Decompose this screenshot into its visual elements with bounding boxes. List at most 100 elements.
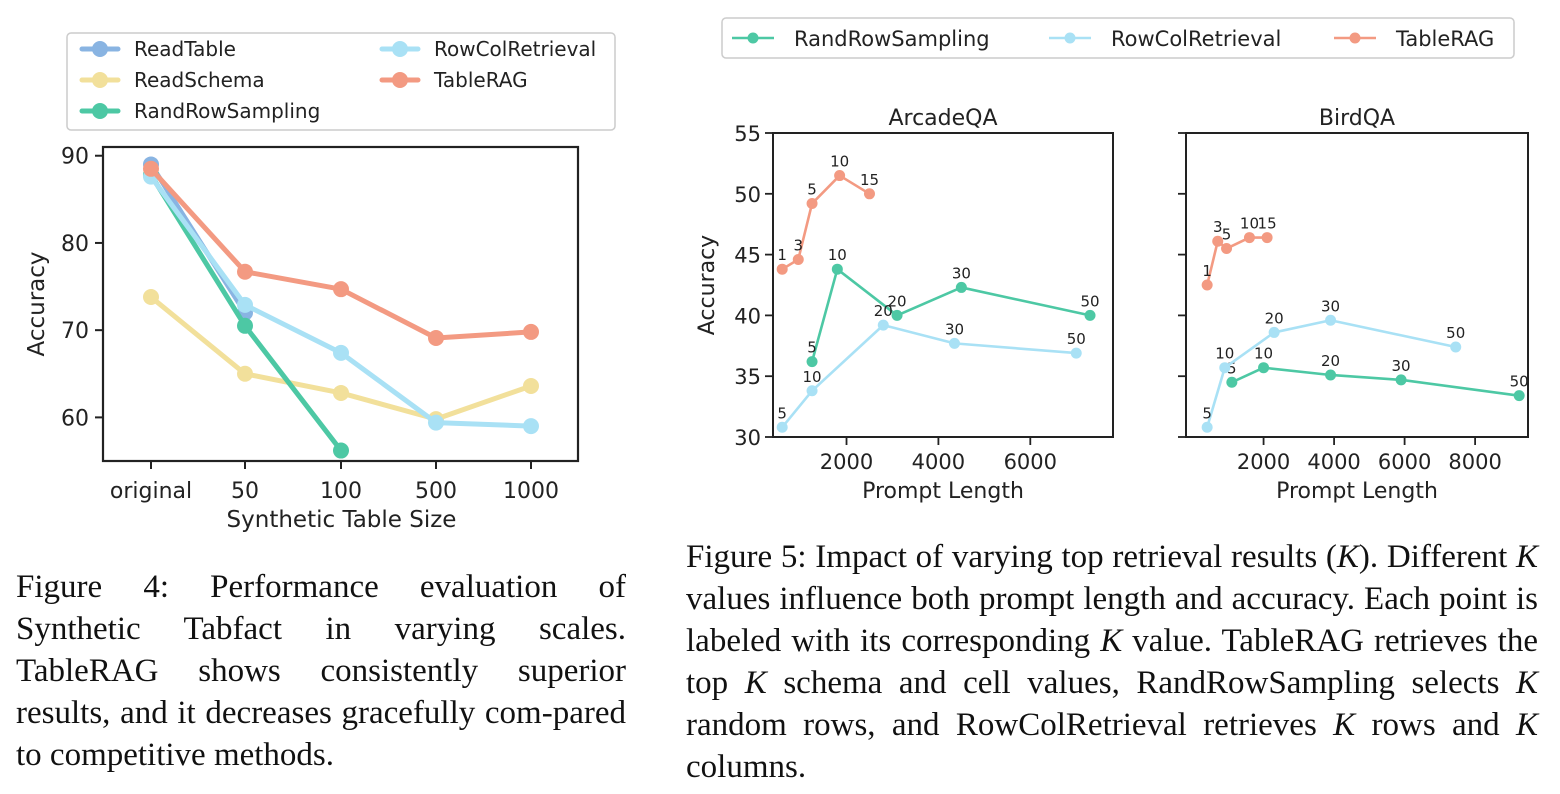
series-line <box>781 323 1077 429</box>
data-point <box>1395 374 1407 386</box>
k-label: 3 <box>793 236 803 254</box>
legend-label: RowColRetrieval <box>434 37 596 61</box>
y-tick-label: 70 <box>61 319 89 344</box>
k-label: 10 <box>1215 345 1234 363</box>
legend-label: RandRowSampling <box>134 99 320 123</box>
caption-text: schema and cell values, RandRowSampling … <box>766 665 1516 701</box>
legend-label: ReadTable <box>134 37 236 61</box>
panel-title: ArcadeQA <box>888 106 997 131</box>
x-tick-label: original <box>110 479 192 504</box>
data-point <box>333 344 349 361</box>
data-point <box>955 281 967 293</box>
caption-text: values influence both prompt length and … <box>686 581 1538 659</box>
data-point <box>1325 369 1337 381</box>
k-label: 10 <box>1254 345 1273 363</box>
x-axis-label: Synthetic Table Size <box>227 507 457 533</box>
legend-label: TableRAG <box>1395 27 1494 51</box>
k-label: 30 <box>1321 297 1340 315</box>
k-label: 50 <box>1446 324 1465 342</box>
data-point <box>1221 243 1233 255</box>
y-tick-label: 35 <box>734 365 761 389</box>
x-tick-label: 2000 <box>1237 450 1290 474</box>
caption-text: random rows, and RowColRetrieval retriev… <box>686 707 1334 743</box>
caption-text: value. TableRAG retrieves the top <box>686 623 1538 701</box>
x-tick-label: 2000 <box>820 450 873 474</box>
x-tick-label: 8000 <box>1448 450 1501 474</box>
data-point <box>333 384 349 401</box>
figure-4-caption-text: Figure 4: Performance evaluation of Synt… <box>16 569 626 773</box>
k-label: 5 <box>807 181 817 199</box>
caption-k: K <box>1516 707 1539 743</box>
caption-text: ). Different <box>1358 539 1516 575</box>
data-point <box>333 281 349 298</box>
data-point <box>806 385 818 397</box>
caption-text: Figure 5: Impact of varying top retrieva… <box>686 539 1337 575</box>
series-line <box>1231 366 1520 397</box>
k-label: 20 <box>888 292 907 310</box>
series-line <box>810 267 1091 362</box>
legend-marker <box>1349 32 1361 44</box>
figure-5-caption: Figure 5: Impact of varying top retrieva… <box>686 536 1538 788</box>
data-point <box>1212 235 1224 247</box>
data-point <box>237 296 253 313</box>
legend-marker <box>92 103 108 119</box>
caption-k: K <box>1333 707 1356 743</box>
data-point <box>792 253 804 265</box>
k-label: 50 <box>1510 373 1529 391</box>
legend-box <box>66 32 616 131</box>
k-label: 1 <box>1202 262 1212 280</box>
data-point <box>1268 326 1280 338</box>
caption-k: K <box>1515 665 1538 701</box>
k-label: 5 <box>807 339 817 357</box>
y-tick-label: 40 <box>734 304 761 328</box>
data-point <box>1070 347 1082 359</box>
legend-marker <box>747 32 759 44</box>
data-point <box>428 414 444 431</box>
data-point <box>1258 362 1270 374</box>
k-label: 30 <box>945 320 964 338</box>
data-point <box>1084 309 1096 321</box>
k-label: 15 <box>1258 215 1277 233</box>
k-label: 20 <box>874 302 893 320</box>
data-point <box>428 330 444 347</box>
data-point <box>806 198 818 210</box>
legend-label: RandRowSampling <box>794 27 990 51</box>
data-point <box>523 323 539 340</box>
k-label: 30 <box>952 264 971 282</box>
caption-text: columns. <box>686 749 807 785</box>
panel-frame <box>1185 132 1529 438</box>
data-point <box>523 418 539 435</box>
x-tick-label: 6000 <box>1378 450 1431 474</box>
data-point <box>1201 279 1213 291</box>
data-point <box>891 309 903 321</box>
data-point <box>877 319 889 331</box>
data-point <box>237 365 253 382</box>
caption-k: K <box>1515 539 1538 575</box>
caption-k: K <box>1100 623 1123 659</box>
legend-marker <box>392 72 408 88</box>
legend-label: RowColRetrieval <box>1111 27 1281 51</box>
data-point <box>143 289 159 306</box>
x-axis-label: Prompt Length <box>1276 479 1438 504</box>
k-label: 5 <box>1227 359 1237 377</box>
k-label: 10 <box>1240 215 1259 233</box>
k-label: 10 <box>828 246 847 264</box>
data-point <box>1450 341 1462 353</box>
k-label: 5 <box>1222 226 1232 244</box>
data-point <box>806 356 818 368</box>
legend-box <box>721 17 1515 59</box>
y-tick-label: 80 <box>61 232 89 257</box>
data-point <box>1219 362 1231 374</box>
y-axis-label: Accuracy <box>695 235 720 335</box>
y-tick-label: 45 <box>734 244 761 268</box>
x-tick-label: 500 <box>415 479 457 504</box>
k-label: 3 <box>1213 218 1223 236</box>
caption-k: K <box>1336 539 1359 575</box>
legend-marker <box>92 41 108 57</box>
k-label: 10 <box>830 153 849 171</box>
x-tick-label: 4000 <box>912 450 965 474</box>
data-point <box>237 263 253 280</box>
data-point <box>237 317 253 334</box>
k-label: 1 <box>777 246 787 264</box>
